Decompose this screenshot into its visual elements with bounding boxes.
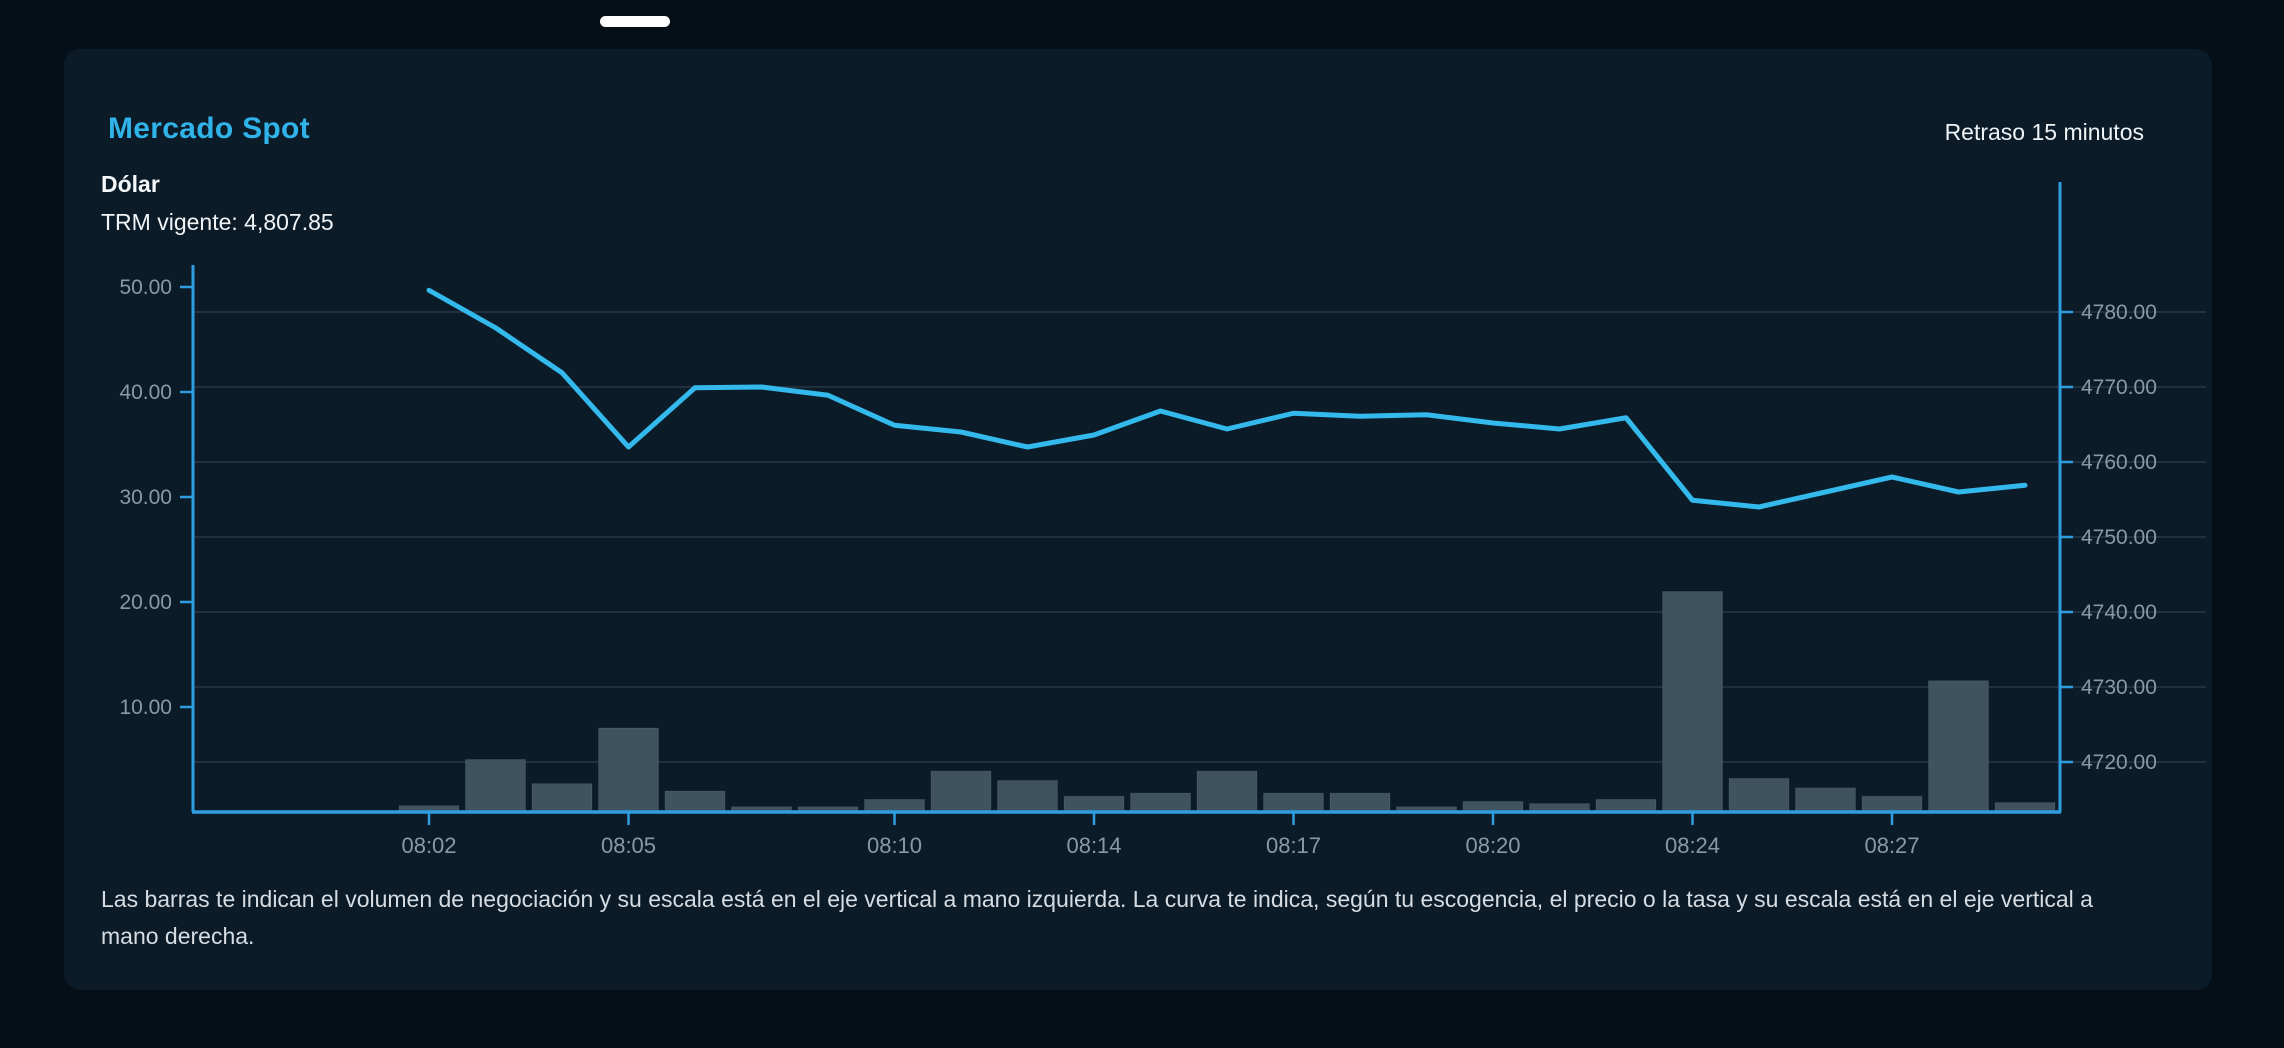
y-axis-label-right: 4730.00 (2081, 676, 2157, 699)
volume-bar[interactable] (930, 770, 992, 813)
volume-bar[interactable] (465, 759, 526, 813)
volume-bar[interactable] (1662, 591, 1723, 813)
volume-bar[interactable] (997, 780, 1058, 813)
x-axis-label: 08:17 (1266, 833, 1321, 858)
x-axis-label: 08:05 (601, 833, 656, 858)
volume-bar[interactable] (1728, 777, 1790, 813)
volume-bar[interactable] (864, 798, 925, 813)
page-title: Mercado Spot (108, 112, 310, 145)
y-axis-label-left: 10.00 (119, 696, 172, 719)
y-axis-label-left: 40.00 (119, 381, 172, 404)
price-line[interactable] (426, 287, 2028, 510)
volume-bar[interactable] (1795, 787, 1856, 813)
y-axis-label-left: 30.00 (119, 486, 172, 509)
trm-current-value: TRM vigente: 4,807.85 (101, 209, 334, 235)
y-axis-label-right: 4770.00 (2081, 376, 2157, 399)
delay-note: Retraso 15 minutos (1944, 119, 2144, 145)
y-axis-label-right: 4740.00 (2081, 601, 2157, 624)
volume-bar[interactable] (1263, 792, 1324, 813)
y-axis-label-right: 4760.00 (2081, 451, 2157, 474)
y-axis-label-left: 20.00 (119, 591, 172, 614)
x-axis-label: 08:14 (1066, 833, 1121, 858)
volume-bar[interactable] (531, 783, 593, 813)
y-axis-label-left: 50.00 (119, 276, 172, 299)
window-drag-handle (600, 16, 670, 27)
volume-bar[interactable] (1329, 792, 1391, 813)
volume-bar[interactable] (1861, 795, 1923, 813)
market-card: Mercado Spot Retraso 15 minutos Dólar TR… (64, 49, 2212, 990)
volume-bar[interactable] (598, 727, 659, 813)
x-axis-label: 08:10 (867, 833, 922, 858)
instrument-name: Dólar (101, 171, 160, 197)
x-axis-label: 08:27 (1864, 833, 1919, 858)
volume-bar[interactable] (1196, 770, 1258, 813)
y-axis-label-right: 4720.00 (2081, 751, 2157, 774)
x-axis-label: 08:02 (401, 833, 456, 858)
volume-bar[interactable] (1130, 792, 1191, 813)
volume-bar[interactable] (664, 790, 726, 813)
y-axis-label-right: 4750.00 (2081, 526, 2157, 549)
volume-bar[interactable] (1595, 798, 1657, 813)
volume-bar[interactable] (1928, 680, 1989, 813)
volume-bar[interactable] (1063, 795, 1125, 813)
x-axis-label: 08:24 (1665, 833, 1720, 858)
y-axis-label-right: 4780.00 (2081, 301, 2157, 324)
x-axis-label: 08:20 (1465, 833, 1520, 858)
chart-explanation: Las barras te indican el volumen de nego… (101, 886, 2093, 949)
